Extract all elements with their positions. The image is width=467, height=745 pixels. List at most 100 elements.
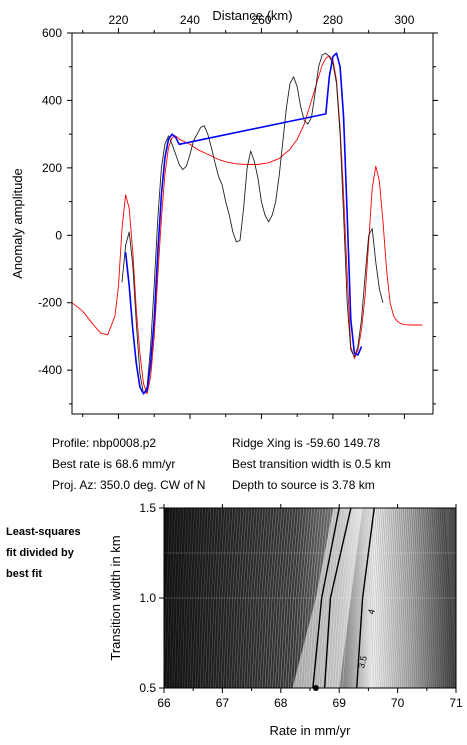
side-note-line-1: Least-squares	[6, 526, 81, 538]
depth-source-text: Depth to source is 3.78 km	[232, 478, 375, 492]
contour-line	[411, 508, 422, 688]
contour-line	[238, 508, 250, 688]
observed-anomaly-curve	[121, 52, 384, 395]
contour-line	[390, 508, 402, 688]
x-tick-label: 69	[333, 696, 347, 710]
transition-width-axis-title: Transition width in km	[108, 535, 123, 660]
contour-line	[179, 508, 187, 688]
best-rate-text: Best rate is 68.6 mm/yr	[52, 457, 175, 471]
contour-line	[223, 508, 234, 688]
anomaly-ticks: 220 240 260 280 300 600 400 200 0 -200 -400	[38, 13, 438, 419]
x-tick-label: 280	[323, 13, 343, 27]
y-tick-label: 1.0	[139, 591, 156, 605]
contour-line	[262, 508, 274, 688]
contour-line	[220, 508, 231, 688]
x-tick-label: 300	[394, 13, 414, 27]
contour-line	[396, 508, 408, 688]
x-tick-label: 67	[216, 696, 230, 710]
contour-line	[386, 508, 397, 688]
contour-line	[280, 508, 294, 688]
contour-line	[166, 508, 173, 688]
contour-label-4: 4	[366, 608, 377, 615]
contour-line	[277, 508, 291, 688]
contour-line	[205, 508, 214, 688]
y-tick-label: 200	[42, 161, 62, 175]
contour-line	[228, 508, 239, 688]
contour-line	[380, 508, 391, 688]
contour-line	[421, 508, 432, 688]
contour-line	[363, 508, 375, 688]
contour-line	[372, 508, 383, 688]
x-tick-label: 220	[108, 13, 128, 27]
ridge-xing-text: Ridge Xing is -59.60 149.78	[232, 436, 380, 450]
x-tick-label: 71	[449, 696, 463, 710]
contour-line	[398, 508, 410, 688]
best-fit-marker	[312, 685, 319, 691]
contour-line	[168, 508, 176, 688]
contour-line	[388, 508, 400, 688]
contour-line	[437, 508, 449, 688]
contour-line	[187, 508, 195, 688]
contour-line	[259, 508, 272, 688]
contour-line	[443, 508, 455, 688]
contour-line	[370, 508, 381, 688]
misfit-valley	[292, 508, 363, 688]
contour-line	[376, 508, 387, 688]
contour-line	[287, 508, 302, 688]
contour-line	[174, 508, 182, 688]
contour-line	[404, 508, 416, 688]
contour-line	[274, 508, 288, 688]
x-tick-label: 240	[180, 13, 200, 27]
contour-line	[251, 508, 264, 688]
info-block: Profile: nbp0008.p2 Best rate is 68.6 mm…	[52, 436, 391, 492]
contour-line	[417, 508, 428, 688]
anomaly-plot-frame	[71, 32, 434, 415]
contour-line	[415, 508, 426, 688]
y-tick-label: -200	[38, 296, 62, 310]
best-transition-text: Best transition width is 0.5 km	[232, 457, 391, 471]
contour-line	[392, 508, 404, 688]
contour-line	[295, 508, 310, 688]
contour-line	[285, 508, 299, 688]
rate-axis-title: Rate in mm/yr	[270, 723, 352, 738]
contour-label-3-5: 3.5	[356, 655, 369, 670]
contour-line	[374, 508, 385, 688]
contour-line-bold	[356, 508, 375, 688]
contour-line	[212, 508, 223, 688]
misfit-contour-chart: 66 67 68 69 70 71 0.5 1.0 1.5 4 3.5 Rate in mm/y…	[108, 501, 463, 738]
distance-axis-title: Distance (km)	[212, 8, 292, 23]
contour-line	[233, 508, 244, 688]
contour-line	[431, 508, 442, 688]
contour-lines	[164, 508, 456, 688]
y-tick-label: 400	[42, 93, 62, 107]
contour-line	[218, 508, 228, 688]
proj-az-text: Proj. Az: 350.0 deg. CW of N	[52, 478, 205, 492]
side-note-line-3: best fit	[6, 568, 42, 580]
anomaly-chart: 220 240 260 280 300 600 400 200 0 -200 -400 Distan…	[10, 8, 438, 419]
contour-line	[400, 508, 412, 688]
contour-line	[236, 508, 247, 688]
y-tick-label: 600	[42, 26, 62, 40]
contour-line	[406, 508, 418, 688]
contour-line	[394, 508, 406, 688]
contour-line	[189, 508, 198, 688]
contour-line	[402, 508, 414, 688]
contour-line	[176, 508, 184, 688]
contour-line-bold	[323, 508, 352, 688]
y-tick-label: 1.5	[139, 501, 156, 515]
y-tick-label: 0.5	[139, 681, 156, 695]
contour-line	[225, 508, 236, 688]
contour-line	[171, 508, 179, 688]
contour-line	[425, 508, 436, 688]
contour-line	[378, 508, 389, 688]
x-tick-label: 66	[157, 696, 171, 710]
misfit-ticks: 66 67 68 69 70 71 0.5 1.0 1.5	[139, 501, 463, 710]
contour-line	[215, 508, 225, 688]
contour-line-bold	[312, 508, 340, 688]
contour-line	[413, 508, 424, 688]
side-note-line-2: fit divided by	[6, 547, 75, 559]
contour-line	[194, 508, 203, 688]
side-note: Least-squares fit divided by best fit	[6, 526, 81, 580]
anomaly-series	[71, 52, 423, 395]
contour-line	[293, 508, 307, 688]
